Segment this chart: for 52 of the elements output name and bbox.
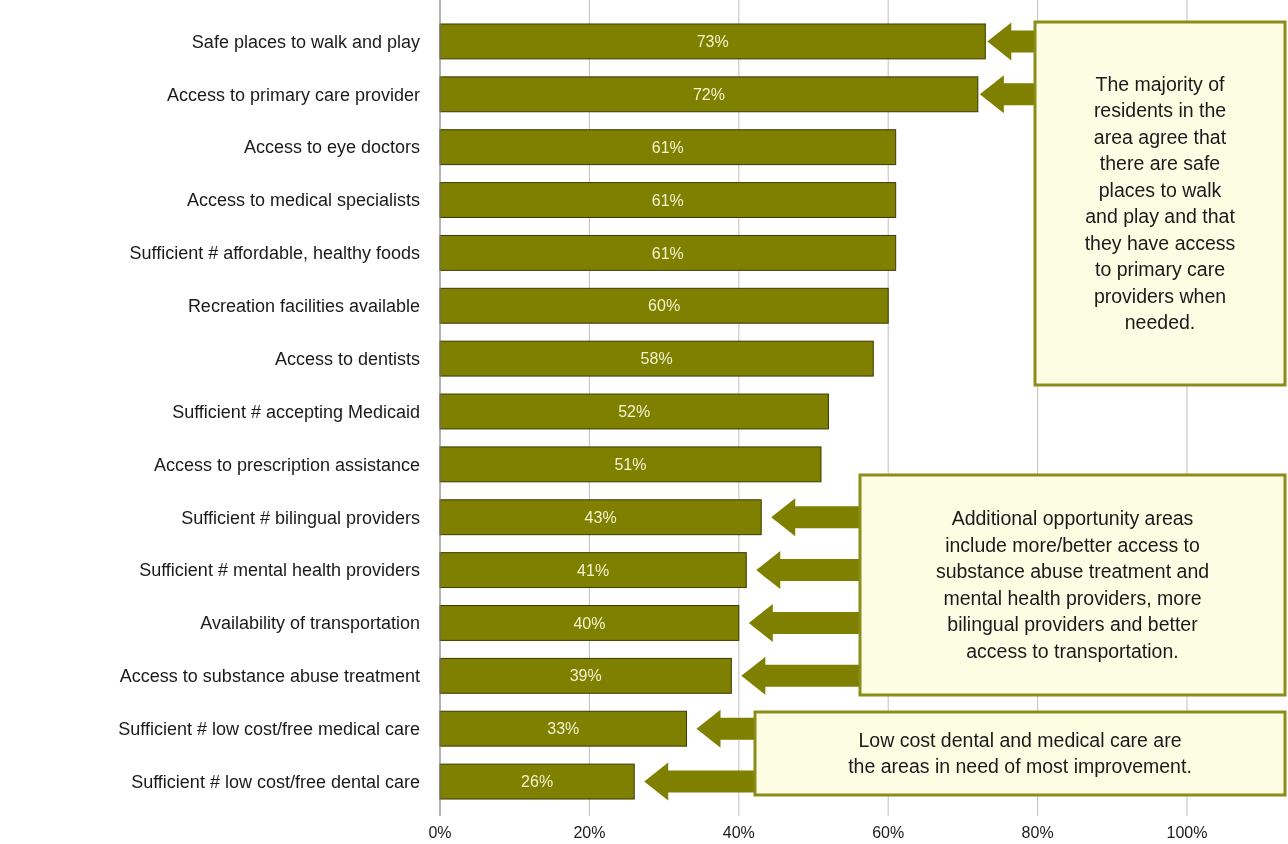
data-label: 41%	[577, 561, 610, 579]
data-label: 33%	[547, 720, 580, 738]
bar	[439, 446, 822, 483]
annotation: Additional opportunity areas include more/better access to substance abuse treatment and mental health providers, more bilingual providers and better access to transportation.	[935, 507, 1210, 662]
x-tick-label: 40%	[722, 824, 755, 841]
data-label: 72%	[692, 85, 725, 103]
y-tick-label: Sufficient # mental health providers	[139, 560, 420, 581]
x-tick-label: 60%	[872, 824, 905, 841]
data-label: 61%	[651, 244, 684, 262]
bar	[439, 657, 732, 694]
y-tick-label: Access to dentists	[274, 348, 420, 369]
y-tick-label: Sufficient # low cost/free dental care	[131, 771, 420, 792]
data-label: 58%	[640, 350, 673, 368]
data-label: 52%	[618, 403, 651, 421]
bar	[439, 287, 889, 324]
y-tick-label: Sufficient # affordable, healthy foods	[129, 243, 420, 264]
y-tick-label: Sufficient # low cost/free medical care	[118, 719, 420, 739]
data-label: 61%	[651, 191, 684, 209]
bar	[439, 234, 897, 271]
data-label: 51%	[614, 455, 647, 473]
data-label: 43%	[584, 508, 617, 526]
data-label: 73%	[696, 33, 729, 51]
bar	[439, 340, 874, 377]
text: The majority of residents in the area agree that there are safe places to walk and play and that they have access to primary care providers when needed.	[1084, 72, 1236, 334]
data-label: 40%	[573, 614, 606, 632]
data-label: 61%	[651, 138, 684, 156]
bar	[439, 763, 635, 800]
y-tick-label: Availability of transportation	[200, 613, 420, 634]
annotation: Low cost dental and medical care are the areas in need of most improvement.	[848, 728, 1192, 778]
x-tick-label: 0%	[428, 824, 452, 841]
data-label: 60%	[648, 297, 681, 315]
bar	[439, 605, 740, 641]
bar	[439, 552, 747, 589]
y-tick-label: Access to primary care provider	[166, 84, 420, 105]
y-tick-label: Recreation facilities available	[187, 296, 420, 317]
bar	[439, 129, 897, 166]
bar	[439, 710, 688, 747]
x-tick-label: 20%	[573, 824, 606, 841]
y-tick-label: Access to prescription assistance	[153, 454, 420, 475]
x-tick-label: 100%	[1166, 824, 1208, 841]
y-tick-label: Safe places to walk and play	[191, 31, 420, 52]
y-tick-label: Sufficient # accepting Medicaid	[172, 401, 420, 422]
bar	[439, 182, 897, 218]
y-tick-label: Access to eye doctors	[243, 137, 420, 158]
y-tick-label: Access to substance abuse treatment	[119, 666, 420, 687]
data-label: 39%	[569, 667, 602, 685]
y-tick-label: Sufficient # bilingual providers	[181, 507, 420, 528]
y-tick-label: Access to medical specialists	[186, 190, 420, 211]
bar	[439, 499, 762, 536]
data-label: 26%	[521, 773, 554, 791]
bar	[439, 393, 829, 430]
x-tick-label: 80%	[1021, 824, 1054, 841]
